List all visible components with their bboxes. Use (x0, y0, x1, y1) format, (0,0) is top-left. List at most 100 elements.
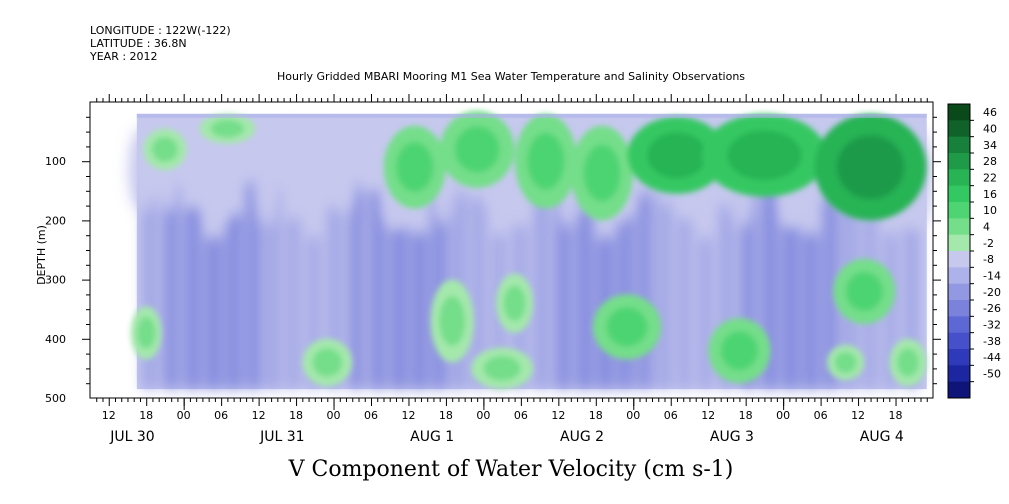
green-region-core (527, 132, 565, 190)
light-patch (179, 125, 208, 193)
x-tick-label: 06 (514, 409, 528, 422)
green-region-core (503, 285, 526, 322)
colorbar-label: 4 (983, 221, 990, 234)
green-region-core (136, 316, 156, 349)
blue-streak (226, 214, 242, 390)
y-tick-label: 400 (45, 333, 66, 346)
blue-streak (391, 227, 407, 390)
y-tick-label: 500 (45, 392, 66, 405)
colorbar-swatch (948, 300, 970, 317)
green-region-core (896, 348, 920, 377)
blue-streak (783, 226, 799, 390)
blue-streak (370, 184, 385, 390)
blue-streak (164, 170, 178, 390)
x-tick-label: 06 (214, 409, 228, 422)
x-tick-label: 18 (439, 409, 453, 422)
green-region-core (606, 307, 648, 347)
x-tick-label: 00 (776, 409, 790, 422)
blue-streak (474, 195, 484, 390)
colorbar-swatch (948, 332, 970, 350)
light-patch (204, 128, 233, 228)
colorbar-swatch (948, 153, 970, 170)
colorbar-label: -32 (983, 319, 1001, 332)
y-tick-label: 200 (45, 214, 66, 227)
blue-streak (267, 176, 279, 390)
colorbar-swatch (948, 234, 970, 252)
blue-streak (412, 233, 427, 390)
blue-streak (247, 173, 261, 390)
blue-streaks (144, 167, 917, 390)
x-tick-label: 06 (664, 409, 678, 422)
colorbar-swatch (948, 120, 970, 138)
latitude-label: LATITUDE : 36.8N (90, 37, 187, 50)
plot-area (129, 110, 932, 390)
colorbar-label: 22 (983, 172, 997, 185)
green-region-core (647, 132, 707, 179)
blue-streak (886, 233, 896, 390)
blue-streak (329, 203, 340, 390)
chart-title: Hourly Gridded MBARI Mooring M1 Sea Wate… (277, 70, 745, 83)
x-tick-label: 00 (327, 409, 341, 422)
blue-streak (906, 227, 917, 390)
colorbar-swatch (948, 104, 970, 121)
colorbar-label: 16 (983, 188, 997, 201)
green-region-core (439, 296, 466, 346)
blue-streak (309, 237, 319, 390)
green-region-core (583, 144, 621, 202)
green-region-core (720, 331, 759, 371)
day-label: AUG 4 (860, 429, 904, 445)
blue-streak (721, 205, 733, 390)
blue-streak (659, 174, 670, 390)
colorbar-swatch (948, 267, 970, 285)
colorbar-label: -8 (983, 253, 994, 266)
x-tick-label: 12 (851, 409, 865, 422)
green-region-core (312, 348, 343, 377)
colorbar-swatch (948, 169, 970, 187)
colorbar-swatch (948, 365, 970, 383)
colorbar-label: 34 (983, 139, 997, 152)
green-regions (130, 110, 927, 390)
colorbar-label: -44 (983, 351, 1001, 364)
blue-streak (803, 234, 819, 390)
year-label: YEAR : 2012 (89, 50, 158, 63)
colorbar-swatch (948, 136, 970, 154)
colorbar-label: -38 (983, 335, 1001, 348)
colorbar-label: -50 (983, 368, 1001, 381)
x-tick-label: 12 (401, 409, 415, 422)
blue-streak (185, 208, 200, 390)
x-tick-label: 00 (476, 409, 490, 422)
green-region-core (483, 355, 521, 381)
blue-streak (680, 217, 690, 390)
blue-streak (700, 237, 711, 390)
green-region-core (151, 136, 178, 162)
x-tick-label: 18 (589, 409, 603, 422)
y-tick-label: 300 (45, 274, 66, 287)
longitude-label: LONGITUDE : 122W(-122) (90, 24, 231, 37)
x-tick-label: 00 (177, 409, 191, 422)
colorbar-label: -20 (983, 286, 1001, 299)
light-patch (278, 126, 307, 195)
blue-streak (144, 180, 156, 390)
colorbar-swatch (948, 202, 970, 219)
colorbar-swatch (948, 283, 970, 301)
x-tick-label: 00 (626, 409, 640, 422)
blue-streak (577, 206, 592, 390)
x-tick-label: 12 (102, 409, 116, 422)
x-tick-label: 06 (364, 409, 378, 422)
colorbar-label: 10 (983, 204, 997, 217)
blue-streak (824, 194, 837, 390)
blue-streak (453, 167, 465, 390)
colorbar-swatch (948, 218, 970, 236)
y-tick-label: 100 (45, 155, 66, 168)
green-region-core (834, 351, 857, 374)
blue-streak (206, 238, 222, 390)
colorbar-swatch (948, 185, 970, 203)
x-tick-label: 12 (252, 409, 266, 422)
x-tick-label: 18 (739, 409, 753, 422)
x-tick-label: 12 (701, 409, 715, 422)
green-region-core (845, 271, 883, 311)
day-label: AUG 2 (560, 429, 604, 445)
x-axis-label: V Component of Water Velocity (cm s-1) (288, 457, 734, 482)
light-patch (328, 127, 357, 215)
